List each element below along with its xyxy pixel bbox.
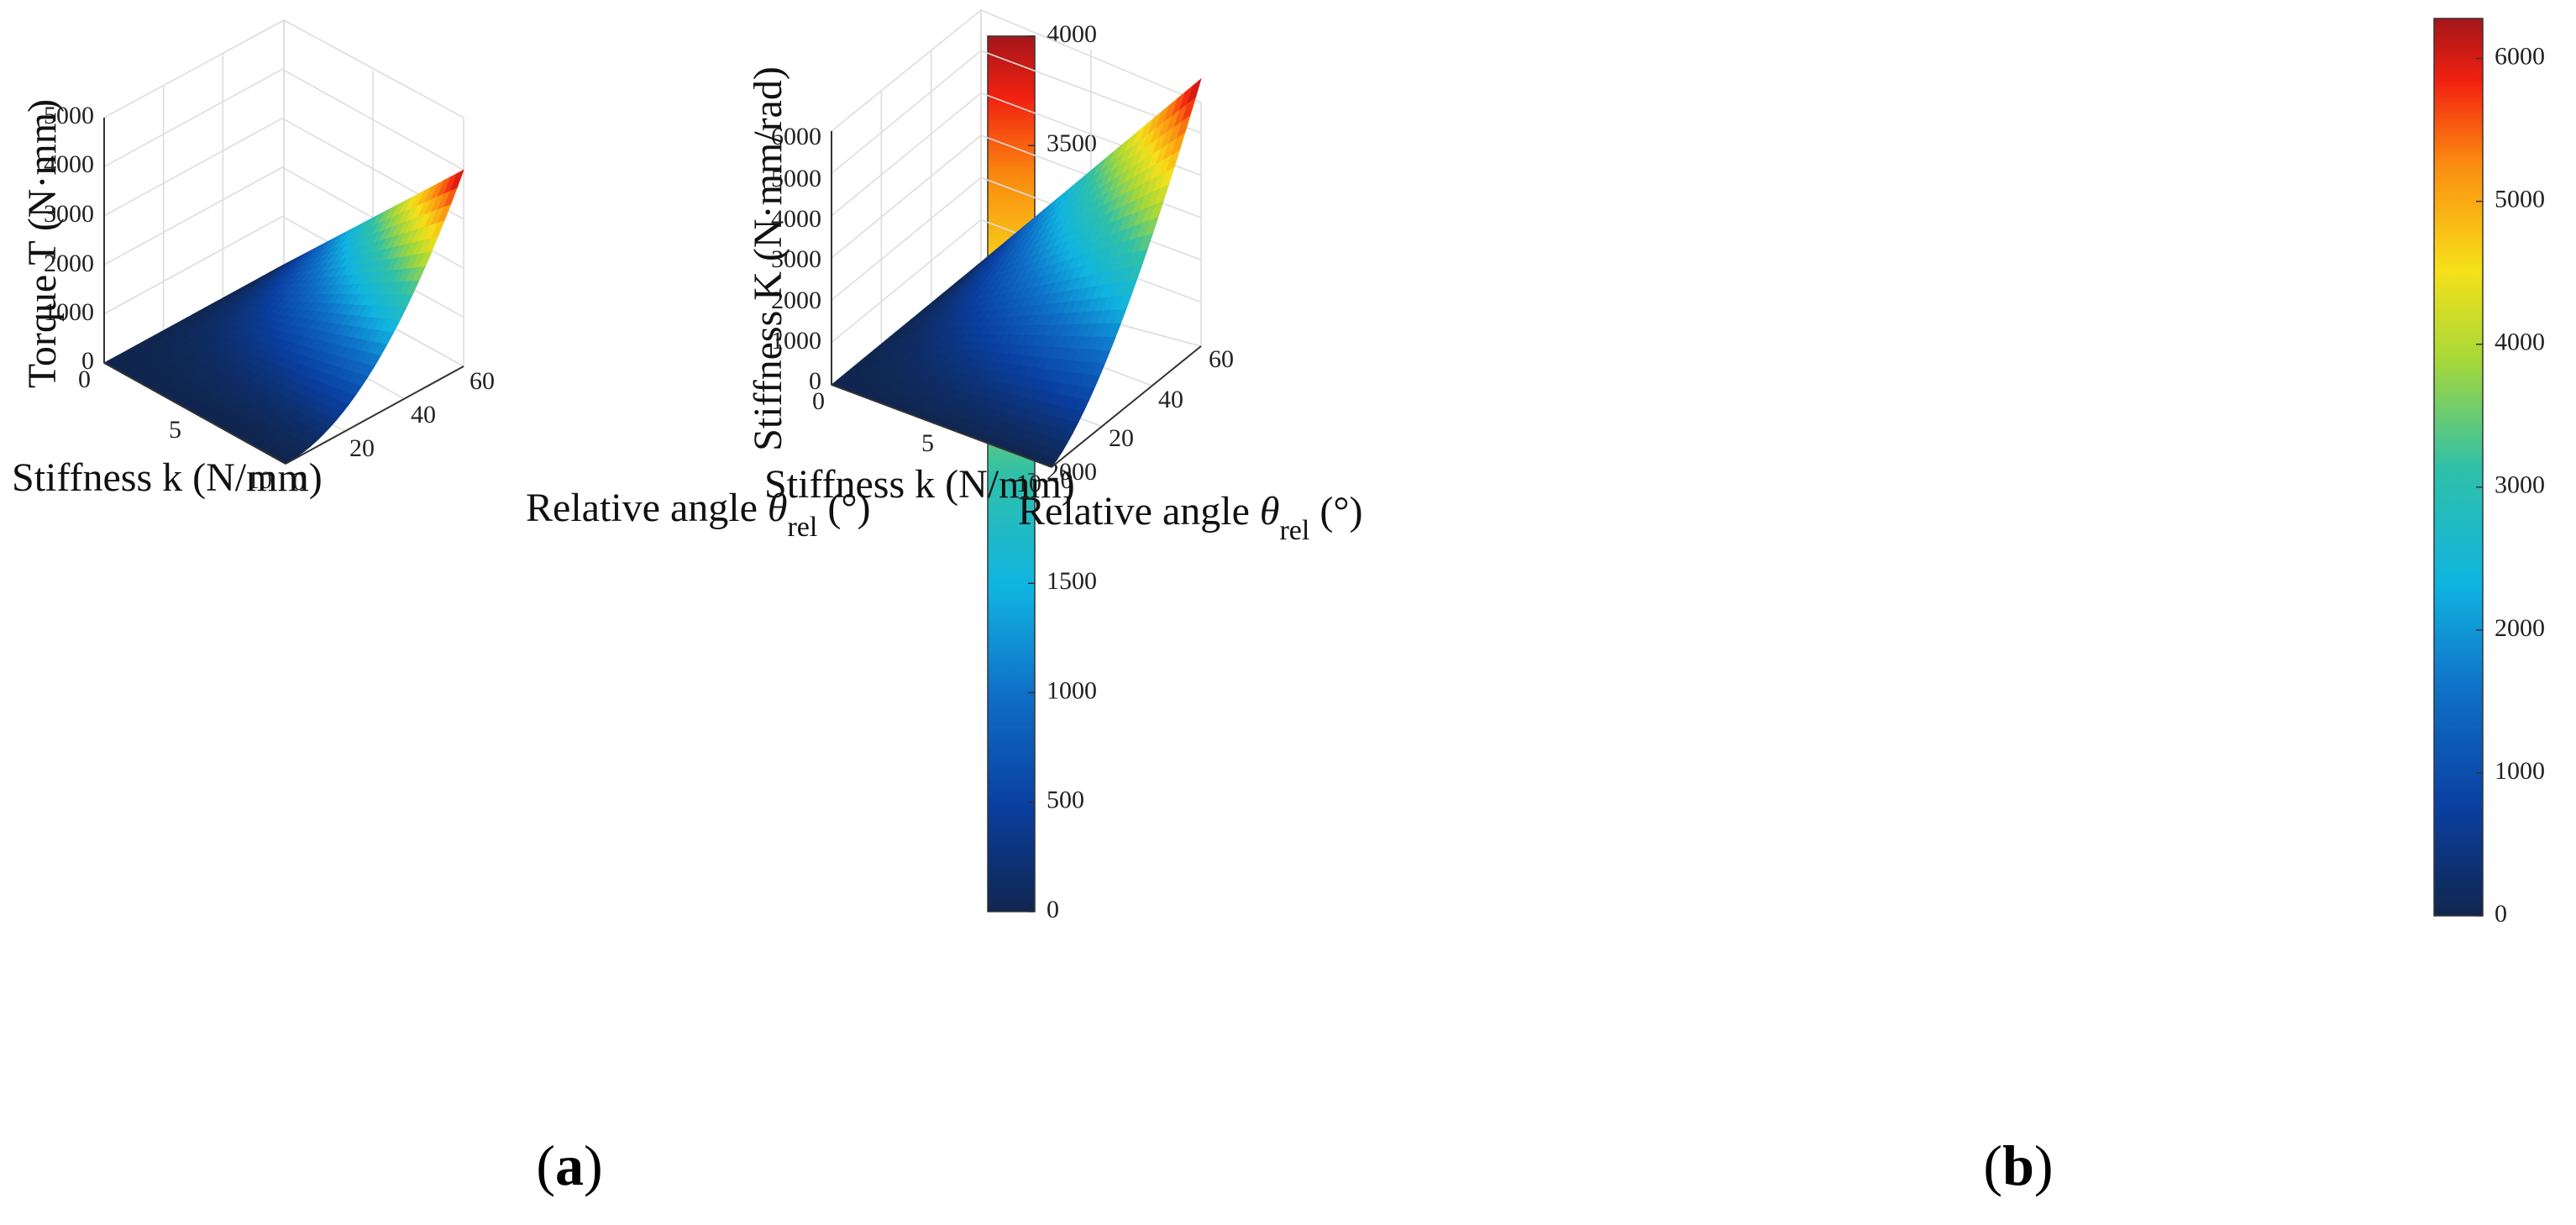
colorbar-tick-label: 6000 — [2495, 43, 2545, 71]
panel-b-y-tick: 20 — [1109, 424, 1134, 452]
panel-a-x-tick: 0 — [78, 365, 91, 393]
colorbar-tick-label: 5000 — [2495, 186, 2545, 213]
panel-a-surface — [103, 169, 464, 465]
panel-b-chart: 0 1000 2000 3000 4000 5000 6000 0 5 10 0… — [746, 8, 2545, 928]
colorbar-tick-label: 2000 — [2495, 614, 2545, 642]
colorbar-tick-label: 4000 — [1047, 20, 1097, 48]
panel-b-y-tick: 60 — [1209, 345, 1234, 373]
panel-b-z-tick: 2000 — [771, 287, 821, 314]
panel-a-y-axis-line — [285, 365, 464, 465]
panel-b-z-tick: 5000 — [771, 165, 821, 192]
panel-b-y-axis-label-main: Relative angle — [1018, 489, 1260, 534]
panel-b-label-letter: b — [2002, 1133, 2034, 1197]
panel-b-y-axis-label-symbol: θ — [1260, 489, 1280, 534]
panel-a-z-tick: 1000 — [44, 298, 94, 326]
panel-a-y-tick: 40 — [411, 401, 436, 428]
panel-b-ticks: 0 1000 2000 3000 4000 5000 6000 0 5 10 0… — [771, 123, 1234, 497]
panel-a-z-tick: 0 — [81, 347, 94, 375]
panel-a-z-axis-label: Torque T (N·mm) — [20, 99, 65, 388]
colorbar-tick-label: 500 — [1047, 786, 1084, 814]
panel-b-z-tick: 4000 — [771, 205, 821, 233]
panel-b-axes — [831, 131, 1202, 468]
panel-a-y-tick: 0 — [293, 468, 306, 496]
panel-b-label: (b) — [1983, 1133, 2053, 1197]
surface-facet — [1187, 77, 1202, 104]
panel-b-y-axis-label-unit: (°) — [1309, 489, 1362, 534]
panel-a-z-tick: 2000 — [44, 250, 94, 277]
panel-b-y-axis-label-sub: rel — [1279, 515, 1309, 546]
panel-b-y-tick: 0 — [1061, 466, 1073, 494]
panel-b-x-tick: 10 — [1016, 470, 1041, 497]
panel-a-z-tick: 3000 — [44, 200, 94, 228]
panel-b-x-axis-line — [831, 384, 1052, 468]
panel-a-colorbar: 05001000150020002500300035004000 — [987, 20, 1097, 923]
panel-a-y-tick: 60 — [470, 367, 495, 395]
panel-b-label-close: ) — [2034, 1133, 2054, 1197]
panel-b-label-open: ( — [1983, 1133, 2002, 1197]
panel-a-chart: 0 1000 2000 3000 4000 5000 0 5 10 0 20 4… — [12, 18, 1097, 923]
panel-b-x-tick: 0 — [812, 387, 825, 415]
panel-a-ticks: 0 1000 2000 3000 4000 5000 0 5 10 0 20 4… — [44, 102, 495, 496]
panel-b-surface — [831, 77, 1202, 468]
panel-b-y-axis-line — [1051, 345, 1202, 468]
panel-b-z-tick: 1000 — [771, 327, 821, 355]
panel-a-x-tick: 5 — [169, 416, 181, 444]
panel-b-z-axis-label: Stiffness K (N·mm/rad) — [746, 66, 790, 451]
panel-a-y-axis-label-sub: rel — [787, 512, 817, 543]
colorbar-tick-label: 0 — [1047, 896, 1059, 923]
colorbar-tick-label: 3000 — [2495, 471, 2545, 499]
panel-a-colorbar-bar — [987, 35, 1036, 912]
panel-b-colorbar-bar — [2433, 18, 2484, 917]
panel-a-label: (a) — [536, 1133, 602, 1197]
panel-a-y-axis-label-main: Relative angle — [526, 486, 768, 530]
colorbar-tick-label: 4000 — [2495, 329, 2545, 356]
colorbar-tick-label: 1000 — [2495, 757, 2545, 785]
panel-a-label-open: ( — [536, 1133, 555, 1197]
panel-b-colorbar: 0 1000 2000 3000 4000 5000 6000 — [2433, 18, 2545, 928]
panel-a-axes — [103, 118, 464, 465]
panel-a-label-close: ) — [584, 1133, 603, 1197]
colorbar-tick-label: 0 — [2495, 900, 2507, 928]
panel-b-y-tick: 40 — [1158, 386, 1183, 413]
panel-b-x-axis-label: Stiffness k (N/mm) — [764, 462, 1075, 507]
panel-b-z-tick: 3000 — [771, 245, 821, 273]
panel-a-x-axis-label: Stiffness k (N/mm) — [12, 455, 323, 500]
colorbar-tick-label: 1000 — [1047, 676, 1097, 704]
colorbar-tick-label: 1500 — [1047, 567, 1097, 595]
panel-a-y-axis-label: Relative angle θrel (°) — [526, 486, 871, 543]
surface-facet — [449, 169, 464, 192]
panel-a-z-tick: 4000 — [44, 150, 94, 178]
panel-a-y-axis-label-symbol: θ — [768, 486, 788, 530]
panel-a-label-letter: a — [555, 1133, 584, 1197]
panel-b-colorbar-ticks: 0 1000 2000 3000 4000 5000 6000 — [2476, 43, 2545, 928]
panel-b-z-tick: 0 — [809, 367, 821, 395]
panel-a-y-axis-label-unit: (°) — [817, 486, 870, 530]
panel-b-z-tick: 6000 — [771, 123, 821, 150]
colorbar-tick-label: 3500 — [1047, 129, 1097, 157]
panel-a-x-tick: 10 — [247, 466, 272, 494]
panel-a-x-axis-line — [103, 362, 286, 465]
panel-b-x-tick: 5 — [921, 429, 934, 457]
panel-a-y-tick: 20 — [349, 434, 375, 462]
panel-a-z-tick: 5000 — [44, 102, 94, 129]
panel-b-y-axis-label: Relative angle θrel (°) — [1018, 489, 1363, 546]
